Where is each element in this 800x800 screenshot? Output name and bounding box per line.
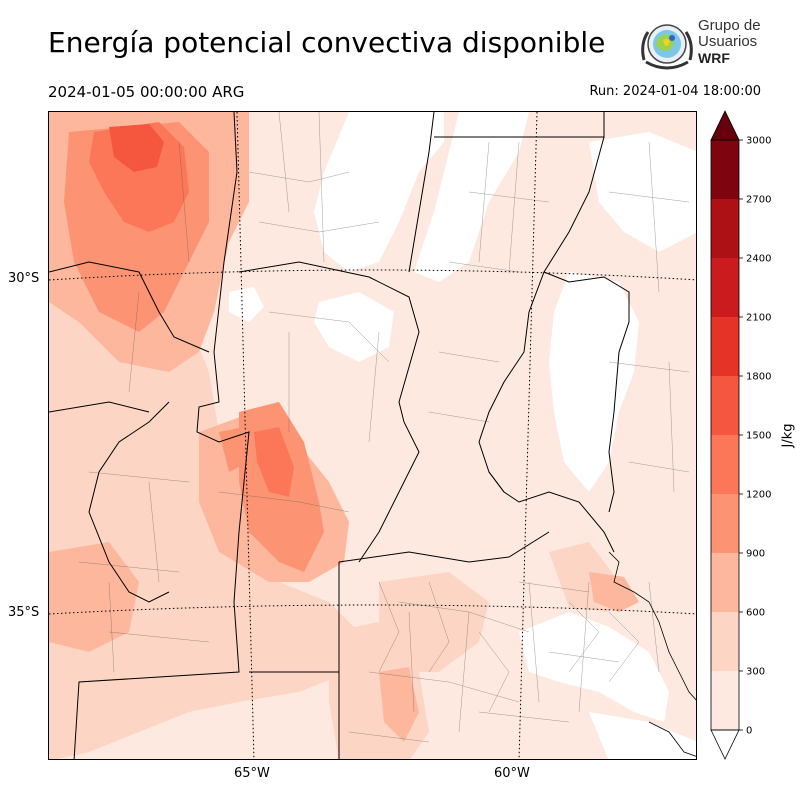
run-time: Run: 2024-01-04 18:00:00 — [589, 84, 761, 99]
no-cape-areas — [64, 112, 696, 759]
colorbar-tick-label: 600 — [746, 608, 765, 619]
wrf-globe-emblem-icon — [641, 24, 693, 70]
colorbar-under-arrow — [710, 729, 740, 760]
logo-text: Grupo de Usuarios WRF — [698, 17, 761, 67]
colorbar-segment — [711, 258, 739, 317]
cape-1500-1800 — [109, 124, 164, 172]
colorbar-tick-label: 2700 — [746, 195, 771, 206]
chart-title: Energía potencial convectiva disponible — [48, 26, 606, 59]
colorbar: 0 300 600 900 1200 1500 1800 2100 2400 2700 3000 — [710, 110, 771, 760]
colorbar-tick-label: 1800 — [746, 372, 771, 383]
colorbar-segment — [711, 376, 739, 435]
lat-label-35s: 35°S — [8, 605, 40, 620]
colorbar-segment — [711, 553, 739, 612]
colorbar-tick-label: 900 — [746, 549, 765, 560]
colorbar-tick-label: 1500 — [746, 431, 771, 442]
lon-label-60w: 60°W — [494, 766, 530, 781]
colorbar-segment — [711, 612, 739, 671]
colorbar-segment — [711, 199, 739, 258]
wrf-logo: Grupo de Usuarios WRF — [638, 16, 778, 72]
map-canvas — [49, 112, 696, 759]
colorbar-tick-label: 2100 — [746, 313, 771, 324]
colorbar-segment — [711, 140, 739, 199]
colorbar-segment — [711, 494, 739, 553]
colorbar-unit-label: J/kg — [780, 423, 796, 448]
colorbar-tick-label: 0 — [746, 726, 752, 737]
colorbar-segment — [711, 435, 739, 494]
logo-line-2: Usuarios — [698, 33, 758, 50]
department-boundaries — [78, 112, 690, 743]
colorbar-tick-label: 1200 — [746, 490, 771, 501]
colorbar-tick-label: 300 — [746, 667, 765, 678]
lat-label-30s: 30°S — [8, 271, 40, 286]
colorbar-segment — [711, 317, 739, 376]
lon-label-65w: 65°W — [234, 766, 270, 781]
valid-time: 2024-01-05 00:00:00 ARG — [48, 83, 245, 101]
colorbar-segment — [711, 671, 739, 730]
cape-map — [48, 111, 697, 760]
colorbar-tick-label: 2400 — [746, 254, 771, 265]
colorbar-over-arrow — [710, 110, 740, 141]
graticule — [49, 112, 696, 759]
logo-line-1: Grupo de — [698, 17, 761, 34]
logo-line-3: WRF — [698, 50, 730, 66]
colorbar-tick-label: 3000 — [746, 136, 771, 147]
province-boundaries — [49, 112, 630, 759]
